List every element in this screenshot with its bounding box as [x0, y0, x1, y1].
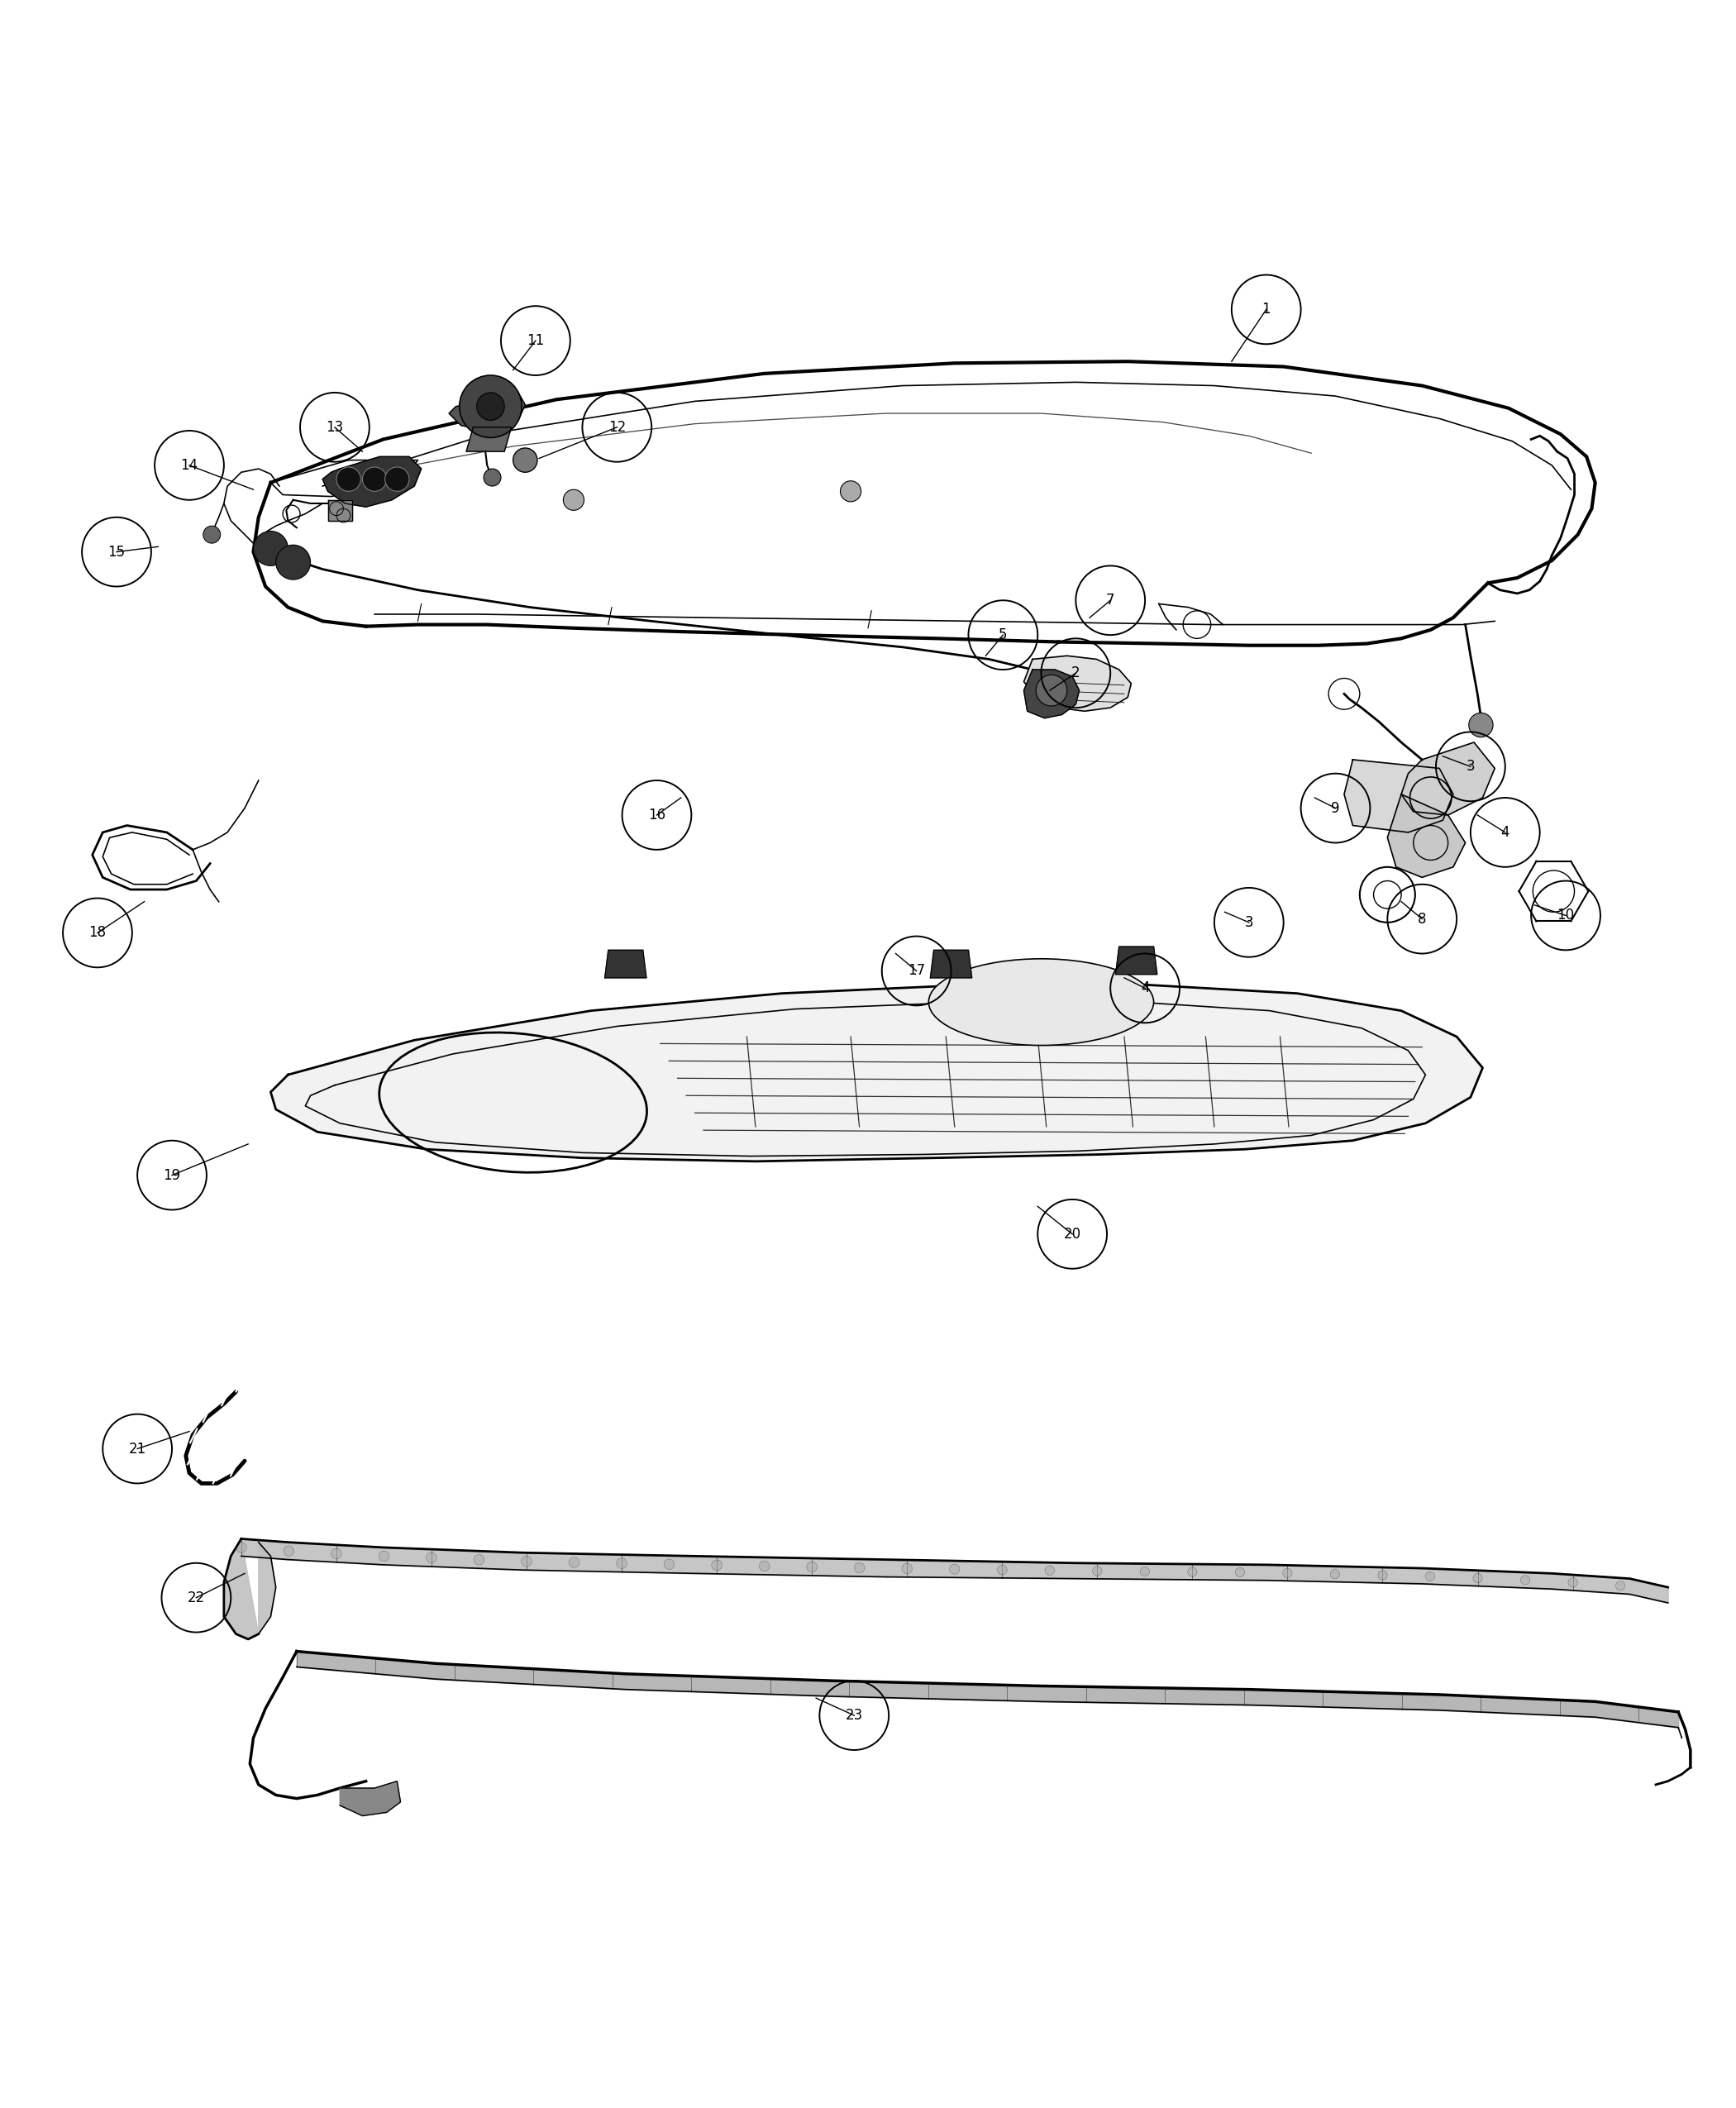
Text: 15: 15 — [108, 544, 125, 559]
Polygon shape — [1024, 670, 1080, 719]
Text: 20: 20 — [1064, 1227, 1082, 1242]
Circle shape — [840, 481, 861, 502]
Circle shape — [1568, 1579, 1578, 1587]
Circle shape — [460, 375, 523, 438]
Polygon shape — [1116, 946, 1158, 974]
Text: 3: 3 — [1467, 759, 1476, 774]
Circle shape — [378, 1551, 389, 1562]
Text: 17: 17 — [908, 963, 925, 978]
Circle shape — [996, 1564, 1007, 1575]
Circle shape — [1425, 1573, 1436, 1581]
Polygon shape — [604, 951, 646, 978]
Text: 2: 2 — [1071, 666, 1080, 681]
Circle shape — [569, 1558, 580, 1568]
Text: 1: 1 — [1262, 301, 1271, 316]
Text: 13: 13 — [326, 419, 344, 434]
Ellipse shape — [929, 959, 1154, 1046]
Circle shape — [1283, 1568, 1292, 1577]
Circle shape — [253, 531, 288, 565]
Circle shape — [665, 1560, 674, 1570]
Circle shape — [950, 1564, 960, 1575]
Text: 23: 23 — [845, 1707, 863, 1722]
Circle shape — [363, 468, 387, 491]
Polygon shape — [271, 984, 1483, 1162]
Circle shape — [1036, 675, 1068, 706]
Polygon shape — [328, 500, 352, 521]
Polygon shape — [467, 428, 512, 451]
Text: 11: 11 — [526, 333, 545, 348]
Polygon shape — [1387, 795, 1465, 877]
Text: 22: 22 — [187, 1589, 205, 1604]
Circle shape — [616, 1558, 627, 1568]
Circle shape — [1378, 1570, 1387, 1579]
Text: 9: 9 — [1332, 801, 1340, 816]
Circle shape — [712, 1560, 722, 1570]
Polygon shape — [930, 951, 972, 978]
Text: 21: 21 — [128, 1442, 146, 1457]
Circle shape — [1187, 1566, 1198, 1577]
Circle shape — [474, 1554, 484, 1564]
Circle shape — [514, 449, 538, 472]
Circle shape — [477, 392, 505, 419]
Circle shape — [1236, 1568, 1245, 1577]
Circle shape — [1092, 1566, 1102, 1575]
Circle shape — [562, 489, 583, 510]
Circle shape — [203, 525, 220, 544]
Circle shape — [484, 468, 502, 487]
Polygon shape — [224, 1539, 276, 1640]
Text: 18: 18 — [89, 925, 106, 940]
Text: 4: 4 — [1502, 824, 1510, 839]
Text: 8: 8 — [1418, 911, 1427, 925]
Polygon shape — [450, 392, 526, 430]
Circle shape — [1330, 1570, 1340, 1579]
Circle shape — [332, 1549, 342, 1558]
Circle shape — [1045, 1566, 1054, 1575]
Polygon shape — [1344, 759, 1453, 833]
Text: 3: 3 — [1245, 915, 1253, 930]
Circle shape — [1141, 1566, 1149, 1577]
Polygon shape — [1401, 742, 1495, 816]
Circle shape — [385, 468, 410, 491]
Circle shape — [1616, 1581, 1625, 1589]
Circle shape — [1469, 713, 1493, 738]
Circle shape — [427, 1554, 437, 1564]
Circle shape — [283, 1545, 293, 1556]
Circle shape — [807, 1562, 818, 1573]
Text: 19: 19 — [163, 1168, 181, 1183]
Circle shape — [1474, 1573, 1483, 1583]
Circle shape — [521, 1556, 531, 1566]
Circle shape — [903, 1564, 911, 1575]
Circle shape — [337, 468, 361, 491]
Text: 5: 5 — [998, 628, 1007, 643]
Polygon shape — [340, 1781, 401, 1815]
Text: 7: 7 — [1106, 592, 1115, 607]
Polygon shape — [1024, 656, 1132, 710]
Circle shape — [854, 1562, 865, 1573]
Circle shape — [759, 1560, 769, 1570]
Circle shape — [276, 546, 311, 580]
Text: 10: 10 — [1557, 909, 1575, 923]
Text: 4: 4 — [1141, 980, 1149, 995]
Text: 14: 14 — [181, 457, 198, 472]
Circle shape — [1521, 1575, 1529, 1585]
Text: 12: 12 — [608, 419, 625, 434]
Circle shape — [236, 1543, 247, 1554]
Text: 16: 16 — [648, 807, 665, 822]
Polygon shape — [323, 457, 422, 506]
